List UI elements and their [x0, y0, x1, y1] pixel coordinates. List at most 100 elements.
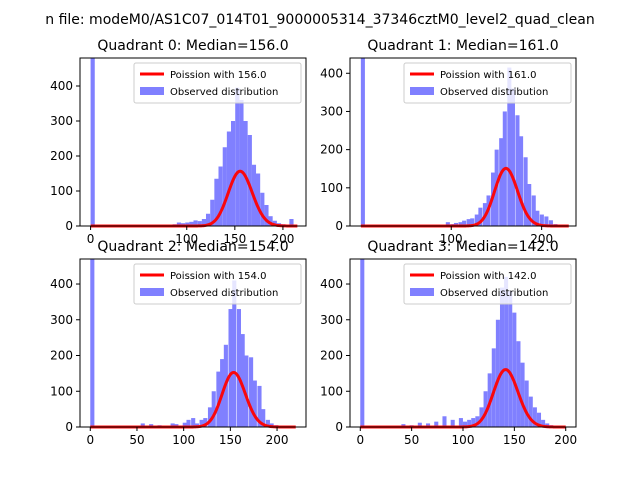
histogram-bar: [474, 214, 479, 226]
legend-label: Observed distribution: [440, 288, 548, 299]
x-tick-label: 200: [266, 433, 289, 447]
histogram-bar: [527, 184, 532, 226]
histogram-bar: [426, 423, 431, 427]
subplot-quadrant-2: Quadrant 2: Median=154.0 0 50 100 150 200 0 100…: [50, 239, 307, 447]
y-tick-label: 200: [320, 349, 343, 363]
histogram-bar: [205, 213, 211, 226]
histogram-bar: [289, 219, 294, 226]
histogram-bar: [417, 422, 422, 427]
histogram-bar: [228, 309, 233, 427]
legend-bar-swatch: [410, 288, 434, 296]
histogram-bar: [185, 222, 190, 226]
histogram-bar: [531, 195, 536, 226]
histogram-bar: [535, 210, 540, 226]
y-tick-label: 0: [335, 420, 343, 434]
figure-suptitle: n file: modeM0/AS1C07_014T01_9000005314_…: [45, 12, 594, 28]
histogram-bar: [252, 380, 257, 427]
histogram-bar: [520, 362, 525, 427]
histogram-bar: [508, 291, 513, 427]
histogram-bar: [507, 67, 512, 226]
legend: Poission with 142.0 Observed distribution: [403, 263, 572, 305]
histogram-bar: [191, 418, 196, 427]
y-tick-label: 400: [50, 277, 73, 291]
subplot-title: Quadrant 3: Median=142.0: [367, 239, 558, 255]
y-tick-label: 0: [65, 420, 73, 434]
histogram-bar: [240, 334, 245, 427]
x-tick-label: 100: [172, 433, 195, 447]
legend: Poission with 154.0 Observed distribution: [133, 263, 302, 305]
histogram-bar: [360, 259, 365, 427]
histogram-bar: [243, 121, 248, 226]
legend-bar-swatch: [140, 87, 164, 95]
legend-label: Poission with 154.0: [170, 271, 266, 282]
histogram-bar: [176, 222, 182, 226]
subplot-quadrant-0: Quadrant 0: Median=156.0 0 100 150 200 0 100 20…: [50, 38, 307, 246]
x-tick-label: 150: [223, 232, 246, 246]
histogram-bar: [214, 178, 219, 226]
legend-label: Observed distribution: [170, 288, 278, 299]
histogram-bar: [528, 396, 533, 427]
legend-box: [133, 62, 302, 104]
histogram-bar: [230, 121, 236, 226]
histogram-bar: [201, 219, 207, 226]
histogram-bar: [536, 412, 542, 427]
y-tick-label: 200: [50, 349, 73, 363]
histogram-bar: [265, 419, 270, 427]
histogram-bar: [260, 192, 265, 226]
histogram-bar: [541, 419, 546, 427]
histogram-bar: [475, 416, 480, 427]
histogram-bar: [211, 391, 216, 427]
y-tick-label: 300: [50, 313, 73, 327]
histogram-bar: [210, 199, 215, 226]
x-tick-label: 100: [452, 433, 475, 447]
subplot-title: Quadrant 1: Median=161.0: [367, 38, 558, 54]
histogram-bar: [458, 418, 463, 427]
y-tick-label: 0: [65, 219, 73, 233]
subplot-grid: Quadrant 0: Median=156.0 0 100 150 200 0 100 20…: [50, 38, 577, 447]
legend-bar-swatch: [410, 87, 434, 95]
histogram-bar: [222, 147, 227, 226]
histogram-bar: [257, 385, 262, 427]
histogram-bar: [519, 136, 524, 226]
x-tick-label: 150: [219, 433, 242, 447]
histogram-bar: [247, 135, 252, 226]
histogram-bar: [453, 222, 459, 226]
histogram-bar: [499, 138, 504, 226]
histogram-bar: [235, 87, 240, 226]
histogram-bar: [450, 419, 455, 427]
histogram-bar: [194, 423, 199, 427]
histogram-bar: [189, 221, 194, 226]
x-tick-label: 0: [86, 433, 94, 447]
histogram-bar: [471, 418, 476, 427]
histogram-bar: [261, 409, 266, 427]
histogram-bar: [360, 58, 365, 226]
histogram-bar: [478, 207, 483, 226]
histogram-bar: [216, 371, 221, 427]
y-tick-label: 100: [320, 384, 343, 398]
legend-box: [403, 62, 572, 104]
histogram-bar: [510, 88, 515, 226]
x-tick-label: 100: [175, 232, 198, 246]
legend-label: Observed distribution: [170, 87, 278, 98]
legend-label: Poission with 161.0: [440, 70, 536, 81]
histogram-bar: [467, 419, 472, 427]
y-tick-label: 0: [335, 219, 343, 233]
histogram-bar: [140, 423, 145, 427]
x-tick-label: 50: [404, 433, 419, 447]
histogram-bar: [268, 216, 273, 226]
x-tick-label: 100: [440, 232, 463, 246]
x-tick-label: 0: [356, 433, 364, 447]
histogram-bar: [239, 100, 244, 226]
legend: Poission with 161.0 Observed distribution: [403, 62, 572, 104]
legend-label: Poission with 156.0: [170, 70, 266, 81]
x-tick-label: 200: [554, 433, 577, 447]
x-tick-label: 0: [87, 232, 95, 246]
y-tick-label: 100: [50, 184, 73, 198]
histogram-bar: [462, 220, 467, 226]
subplot-title: Quadrant 0: Median=156.0: [97, 38, 288, 54]
histogram-bar: [504, 276, 509, 427]
histogram-bar: [524, 380, 529, 427]
histogram-bar: [255, 173, 261, 226]
y-tick-label: 100: [50, 384, 73, 398]
